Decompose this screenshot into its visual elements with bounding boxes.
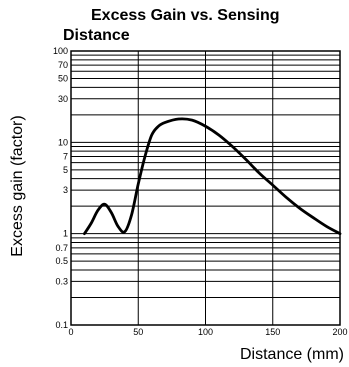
y-tick-label: 0.1 [55,320,68,330]
x-tick-label: 50 [133,327,143,337]
y-axis: 0.1 0.3 0.5 0.7 1 3 5 7 10 30 50 70 100 [53,46,68,330]
y-tick-label: 0.3 [55,276,68,286]
y-tick-label: 5 [63,165,68,175]
grid [70,50,341,326]
y-tick-label: 7 [63,151,68,161]
y-tick-label: 30 [58,94,68,104]
y-tick-label: 100 [53,46,68,56]
y-tick-label: 3 [63,185,68,195]
x-tick-label: 0 [68,327,73,337]
y-tick-label: 70 [58,60,68,70]
x-tick-label: 100 [198,327,213,337]
x-axis: 0 50 100 150 200 [68,327,347,337]
y-tick-label: 10 [58,137,68,147]
chart-title-line-2: Distance [63,27,130,44]
y-tick-label: 1 [63,229,68,239]
series-group [83,117,342,236]
y-axis-label: Excess gain (factor) [9,115,26,256]
x-tick-label: 150 [265,327,280,337]
x-axis-label: Distance (mm) [240,346,344,363]
x-tick-label: 200 [332,327,347,337]
y-tick-label: 50 [58,73,68,83]
y-tick-label: 0.5 [55,256,68,266]
chart-title-line-1: Excess Gain vs. Sensing [91,7,280,24]
plot-frame [70,50,341,326]
series-line [83,117,342,236]
y-tick-label: 0.7 [55,243,68,253]
